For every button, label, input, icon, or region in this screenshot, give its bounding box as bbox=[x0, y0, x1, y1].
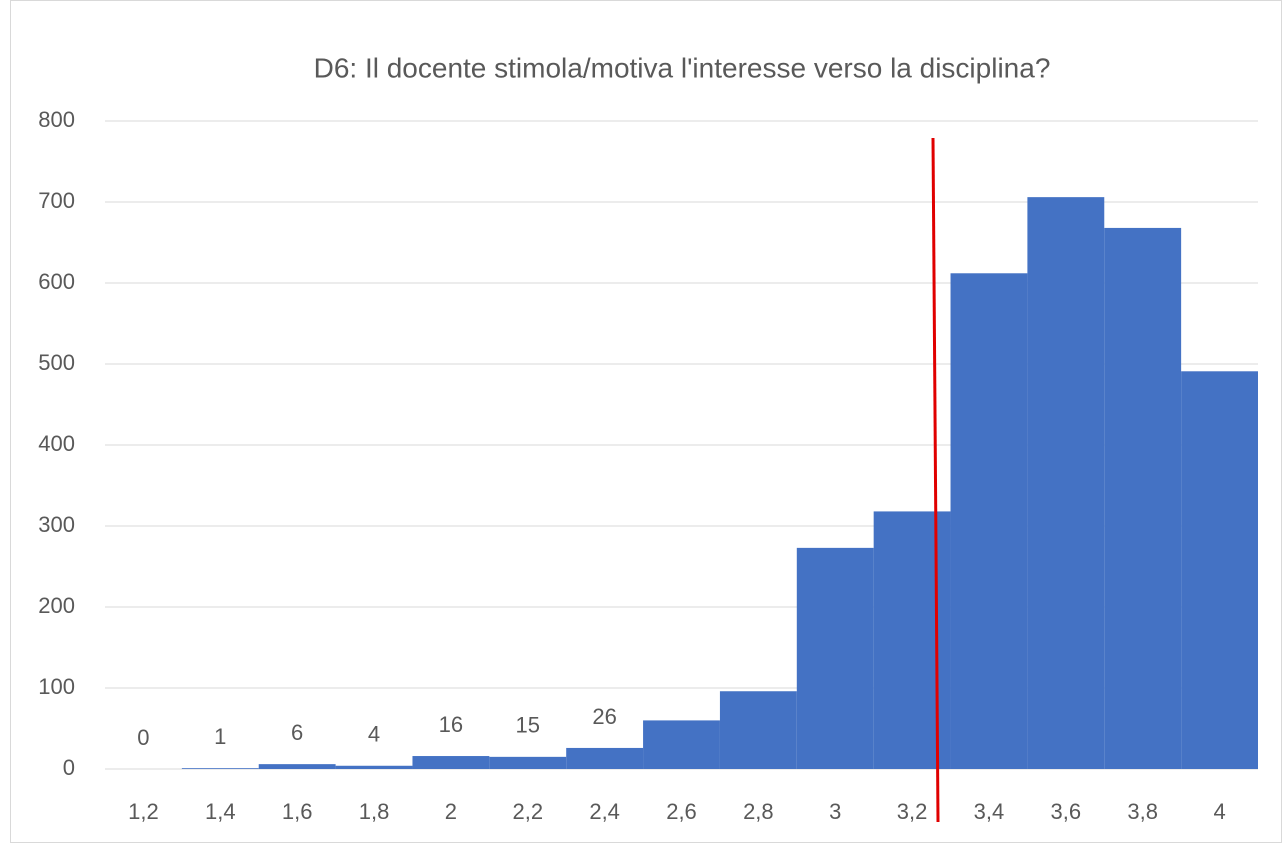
bar bbox=[335, 765, 413, 769]
bar bbox=[1104, 227, 1182, 770]
bar bbox=[258, 764, 336, 769]
x-tick-label: 2,4 bbox=[589, 799, 620, 824]
chart-title: D6: Il docente stimola/motiva l'interess… bbox=[314, 52, 1051, 83]
bar bbox=[873, 511, 951, 769]
x-tick-label: 1,2 bbox=[128, 799, 159, 824]
data-label: 4 bbox=[368, 722, 380, 747]
y-tick-label: 600 bbox=[38, 269, 75, 294]
bar bbox=[412, 756, 490, 769]
y-tick-label: 800 bbox=[38, 107, 75, 132]
bar bbox=[796, 547, 874, 769]
bar bbox=[1181, 371, 1258, 769]
bar bbox=[1027, 197, 1105, 769]
bar bbox=[950, 273, 1028, 769]
x-tick-label: 2,6 bbox=[666, 799, 697, 824]
x-tick-label: 2,2 bbox=[512, 799, 543, 824]
data-label: 15 bbox=[516, 713, 540, 738]
bar bbox=[181, 768, 259, 769]
x-tick-label: 2,8 bbox=[743, 799, 774, 824]
x-tick-label: 1,6 bbox=[282, 799, 313, 824]
x-tick-label: 1,8 bbox=[359, 799, 390, 824]
bar bbox=[566, 747, 644, 769]
x-tick-label: 3,2 bbox=[897, 799, 928, 824]
y-tick-label: 700 bbox=[38, 188, 75, 213]
bar bbox=[643, 720, 720, 769]
data-label: 16 bbox=[439, 712, 463, 737]
x-tick-label: 2 bbox=[445, 799, 457, 824]
marker-line bbox=[931, 137, 940, 823]
data-label: 0 bbox=[137, 725, 149, 750]
bar bbox=[489, 756, 567, 769]
y-tick-label: 200 bbox=[38, 593, 75, 618]
bar bbox=[719, 691, 797, 769]
data-label: 1 bbox=[214, 724, 226, 749]
x-tick-label: 3,6 bbox=[1051, 799, 1082, 824]
y-tick-label: 100 bbox=[38, 674, 75, 699]
x-tick-label: 1,4 bbox=[205, 799, 236, 824]
y-tick-label: 300 bbox=[38, 512, 75, 537]
y-tick-label: 0 bbox=[63, 755, 75, 780]
x-tick-label: 3,8 bbox=[1127, 799, 1158, 824]
x-tick-label: 3,4 bbox=[974, 799, 1005, 824]
x-tick-label: 4 bbox=[1213, 799, 1225, 824]
y-tick-label: 500 bbox=[38, 350, 75, 375]
data-label: 26 bbox=[592, 704, 616, 729]
y-tick-label: 400 bbox=[38, 431, 75, 456]
x-tick-label: 3 bbox=[829, 799, 841, 824]
data-label: 6 bbox=[291, 720, 303, 745]
